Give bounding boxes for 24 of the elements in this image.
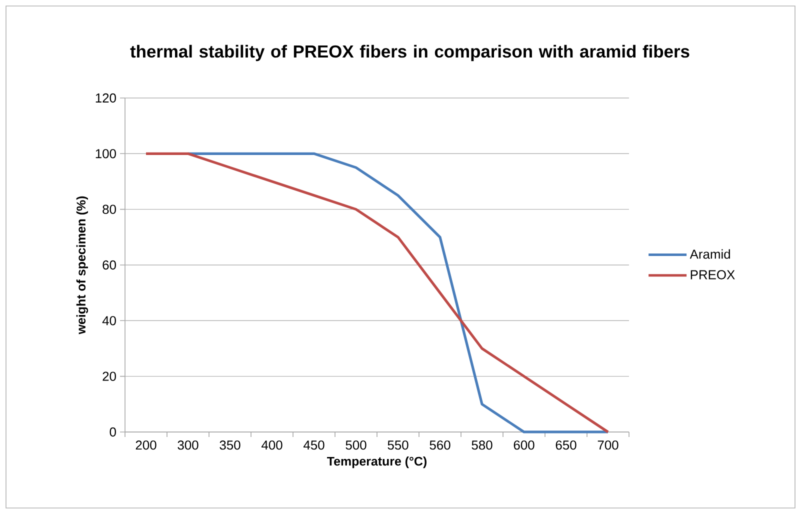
y-tick-label: 60 — [102, 260, 116, 270]
x-tick-label: 600 — [514, 440, 534, 450]
x-tick-label: 560 — [430, 440, 450, 450]
y-tick-label: 100 — [96, 149, 116, 158]
x-tick-label: 700 — [598, 440, 618, 450]
y-tick-label: 80 — [102, 204, 116, 214]
y-axis-title: weight of specimen (%) — [76, 196, 88, 334]
x-tick-label: 200 — [136, 440, 156, 450]
chart-title: thermal stability of PREOX fibers in comparison with aramid fibers — [130, 44, 690, 62]
x-tick-label: 350 — [220, 440, 240, 450]
x-tick-label: 400 — [262, 440, 282, 450]
y-tick-label: 20 — [102, 372, 116, 381]
y-tick-label: 0 — [110, 427, 116, 437]
x-tick-label: 650 — [556, 440, 576, 450]
x-axis-title: Temperature (°C) — [327, 456, 426, 468]
x-tick-label: 580 — [472, 440, 492, 450]
x-tick-label: 450 — [304, 440, 324, 450]
x-tick-label: 300 — [178, 440, 198, 450]
y-tick-label: 120 — [96, 93, 116, 103]
x-tick-label: 550 — [388, 440, 408, 450]
legend-label: PREOX — [690, 270, 735, 280]
legend-label: Aramid — [690, 249, 730, 259]
x-tick-label: 500 — [346, 440, 366, 450]
y-tick-label: 40 — [102, 316, 116, 326]
